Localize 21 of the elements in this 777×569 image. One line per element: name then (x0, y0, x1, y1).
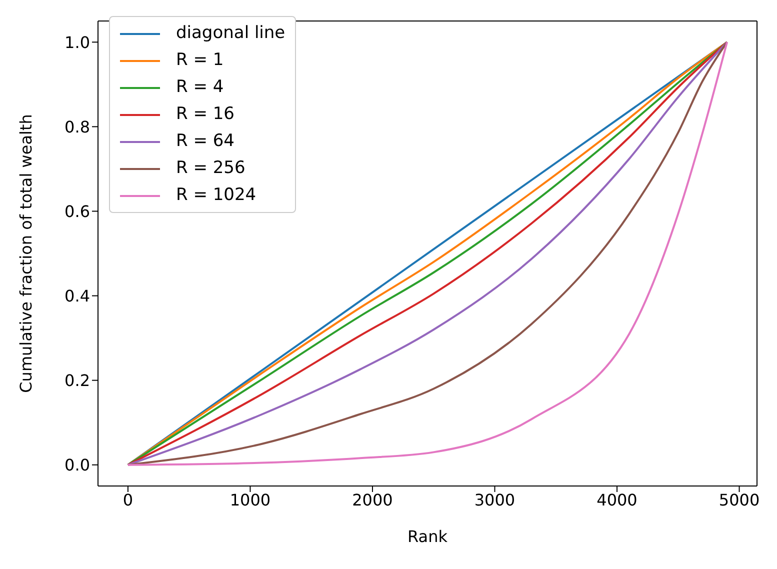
x-tick-label: 1000 (230, 490, 271, 510)
x-axis-title: Rank (408, 527, 448, 546)
legend-label: R = 4 (176, 76, 224, 99)
x-tick-label: 5000 (718, 490, 760, 510)
y-tick-label: 0.0 (64, 456, 90, 475)
x-tick-label: 2000 (352, 490, 393, 510)
legend-label: R = 64 (176, 130, 234, 153)
legend-label: R = 1 (176, 49, 224, 72)
y-tick-label: 1.0 (64, 32, 90, 52)
legend-label: R = 16 (176, 103, 234, 126)
x-tick-label: 0 (122, 490, 134, 510)
y-tick-label: 0.6 (64, 202, 90, 221)
legend-label: diagonal line (176, 22, 286, 45)
x-tick-label: 3000 (474, 490, 516, 510)
y-tick-label: 0.2 (64, 371, 90, 390)
y-axis-title: Cumulative fraction of total wealth (16, 114, 36, 393)
legend-label: R = 256 (176, 157, 246, 180)
y-tick-label: 0.4 (64, 286, 90, 306)
y-tick-label: 0.8 (64, 117, 90, 136)
x-tick-label: 4000 (596, 490, 638, 510)
legend-label: R = 1024 (176, 184, 256, 207)
